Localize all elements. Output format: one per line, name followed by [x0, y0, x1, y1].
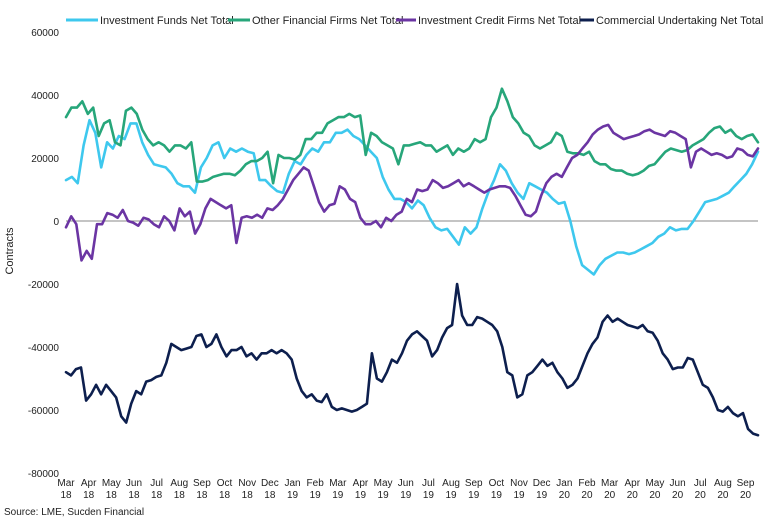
x-tick-label: Feb 20 — [578, 478, 596, 501]
x-tick-label: Mar 20 — [601, 478, 619, 501]
x-tick-label: Feb 19 — [307, 478, 325, 501]
x-tick-label: Sep 19 — [465, 478, 483, 501]
x-tick-label: Jul 20 — [694, 478, 707, 501]
x-tick-label: Sep 18 — [193, 478, 211, 501]
y-axis-ticks: 60000 40000 20000 0 -20000 -40000 -60000 -80000 — [28, 28, 60, 480]
legend-label-commercial-undertaking: Commercial Undertaking Net Total — [596, 15, 763, 27]
x-tick-label: May 18 — [102, 478, 121, 501]
y-tick-label: -20000 — [28, 280, 60, 291]
y-tick-label: 20000 — [31, 154, 59, 165]
legend-entry-other-financial-firms: Other Financial Firms Net Total — [228, 15, 403, 27]
legend-entry-investment-funds: Investment Funds Net Total — [66, 15, 234, 27]
x-tick-label: Apr 18 — [81, 478, 97, 501]
source-note: Source: LME, Sucden Financial — [4, 507, 144, 518]
x-tick-label: Aug 19 — [442, 478, 460, 501]
x-tick-label: Aug 20 — [714, 478, 732, 501]
legend-entry-investment-credit-firms: Investment Credit Firms Net Total — [396, 15, 581, 27]
x-tick-label: Dec 18 — [261, 478, 279, 501]
series-line-other-financial-firms-net-total — [64, 87, 760, 185]
x-tick-label: Nov 18 — [238, 478, 256, 501]
legend: Investment Funds Net Total Other Financi… — [66, 15, 763, 27]
y-tick-label: -60000 — [28, 406, 60, 417]
legend-label-other-financial-firms: Other Financial Firms Net Total — [252, 15, 403, 27]
x-tick-label: Jan 20 — [556, 478, 572, 501]
x-tick-label: Jan 19 — [284, 478, 300, 501]
y-tick-label: 40000 — [31, 91, 59, 102]
x-tick-label: Jul 18 — [150, 478, 163, 501]
x-tick-label: May 20 — [645, 478, 664, 501]
x-tick-label: Dec 19 — [533, 478, 551, 501]
x-tick-label: May 19 — [374, 478, 393, 501]
x-tick-label: Oct 19 — [489, 478, 505, 501]
x-tick-label: Jun 20 — [670, 478, 686, 501]
x-tick-label: Mar 18 — [57, 478, 75, 501]
series-line-investment-credit-firms-net-total — [64, 123, 760, 262]
x-tick-label: Sep 20 — [737, 478, 755, 501]
y-tick-label: 0 — [53, 217, 59, 228]
x-tick-label: Aug 18 — [170, 478, 188, 501]
x-tick-label: Nov 19 — [510, 478, 528, 501]
y-tick-label: -80000 — [28, 469, 60, 480]
series-layer — [64, 87, 760, 437]
x-tick-label: Oct 18 — [217, 478, 233, 501]
y-tick-label: -40000 — [28, 343, 60, 354]
legend-entry-commercial-undertaking: Commercial Undertaking Net Total — [580, 15, 763, 27]
x-axis-ticks: Mar 18 Apr 18 May 18 Jun 18 Jul 18 Aug 18 Sep 18 Oct 18… — [57, 478, 754, 501]
x-tick-label: Apr 19 — [353, 478, 369, 501]
x-tick-label: Apr 20 — [625, 478, 641, 501]
y-axis-title: Contracts — [4, 227, 16, 275]
series-line-commercial-undertaking-net-total — [64, 282, 760, 437]
x-tick-label: Jun 18 — [126, 478, 142, 501]
y-tick-label: 60000 — [31, 28, 59, 39]
x-tick-label: Mar 19 — [329, 478, 347, 501]
legend-label-investment-credit-firms: Investment Credit Firms Net Total — [418, 15, 581, 27]
x-tick-label: Jul 19 — [422, 478, 435, 501]
legend-label-investment-funds: Investment Funds Net Total — [100, 15, 234, 27]
series-line-investment-funds-net-total — [64, 118, 760, 276]
x-tick-label: Jun 19 — [398, 478, 414, 501]
